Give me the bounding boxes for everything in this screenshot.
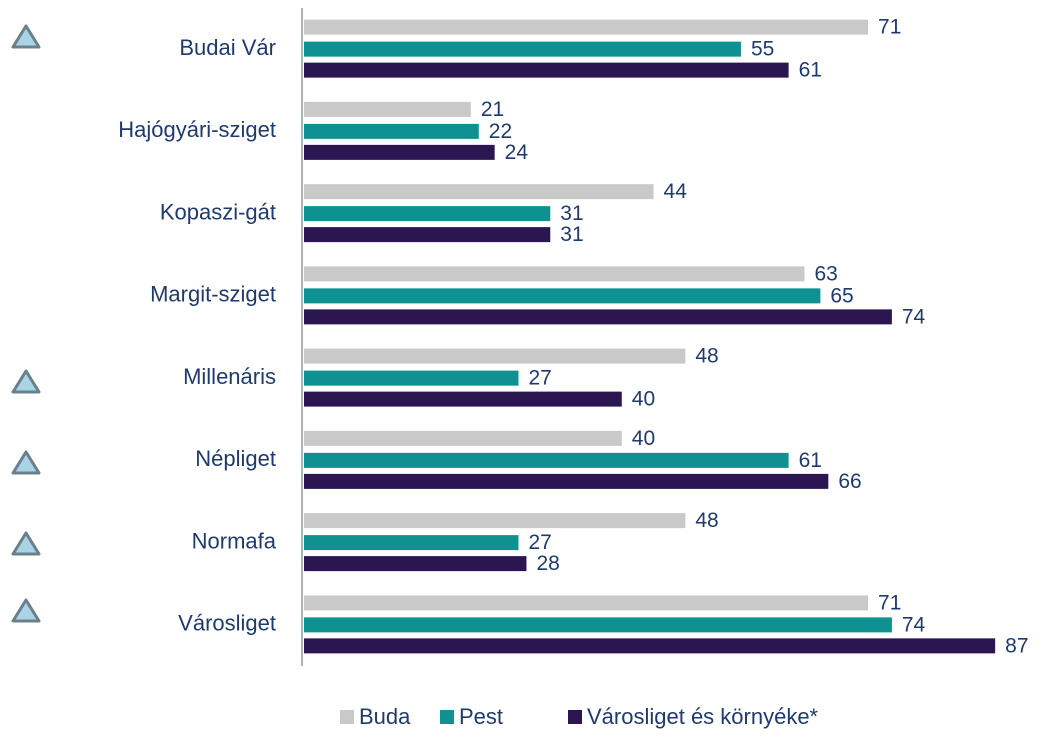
value-label: 27	[529, 531, 552, 554]
value-label: 61	[799, 449, 822, 472]
value-label: 74	[902, 613, 926, 636]
value-label: 87	[1005, 634, 1028, 657]
bar	[304, 41, 741, 57]
category-label: Városliget	[178, 611, 276, 636]
value-label: 48	[695, 509, 718, 532]
bar	[304, 184, 654, 200]
bar	[304, 452, 789, 468]
value-label: 31	[560, 223, 583, 246]
value-label: 55	[751, 38, 774, 61]
bar	[304, 556, 527, 572]
legend-label: Pest	[459, 704, 503, 729]
value-label: 31	[560, 202, 583, 225]
bar	[304, 348, 686, 364]
bar	[304, 288, 821, 304]
bar	[304, 513, 686, 529]
bar	[304, 473, 829, 489]
value-label: 71	[878, 16, 901, 39]
value-label: 24	[505, 141, 529, 164]
bar	[304, 617, 892, 633]
bar	[304, 266, 805, 282]
value-label: 61	[799, 59, 822, 82]
value-label: 44	[664, 180, 688, 203]
category-label: Normafa	[192, 528, 277, 553]
bar	[304, 638, 996, 654]
legend-swatch	[340, 710, 354, 724]
category-label: Millenáris	[183, 364, 276, 389]
value-label: 22	[489, 120, 512, 143]
value-label: 27	[529, 367, 552, 390]
bar	[304, 430, 622, 446]
value-label: 28	[536, 552, 559, 575]
category-label: Népliget	[195, 446, 276, 471]
marker-icon	[11, 369, 41, 394]
marker-icon	[11, 531, 41, 556]
value-label: 66	[838, 470, 861, 493]
bar	[304, 370, 519, 386]
value-label: 40	[632, 388, 655, 411]
legend-swatch	[568, 710, 582, 724]
legend-label: Városliget és környéke*	[587, 704, 819, 729]
value-label: 63	[815, 262, 838, 285]
bar	[304, 535, 519, 551]
marker-icon	[11, 598, 41, 623]
legend-label: Buda	[359, 704, 411, 729]
bar	[304, 595, 869, 611]
category-label: Margit-sziget	[150, 282, 276, 307]
value-label: 71	[878, 591, 901, 614]
marker-icon	[11, 450, 41, 475]
marker-icon	[11, 24, 41, 49]
category-label: Budai Vár	[179, 35, 276, 60]
markers	[11, 24, 41, 623]
category-label: Hajógyári-sziget	[118, 117, 276, 142]
bar	[304, 62, 789, 78]
value-label: 48	[695, 345, 718, 368]
bar	[304, 227, 551, 243]
bar	[304, 101, 471, 117]
value-label: 65	[830, 284, 853, 307]
value-label: 21	[481, 98, 504, 121]
bar	[304, 123, 479, 139]
bar	[304, 309, 892, 325]
bar	[304, 391, 622, 407]
category-label: Kopaszi-gát	[160, 199, 276, 224]
bar	[304, 206, 551, 222]
bar	[304, 144, 495, 160]
legend-swatch	[440, 710, 454, 724]
value-label: 40	[632, 427, 655, 450]
bar	[304, 19, 869, 35]
value-label: 74	[902, 305, 926, 328]
